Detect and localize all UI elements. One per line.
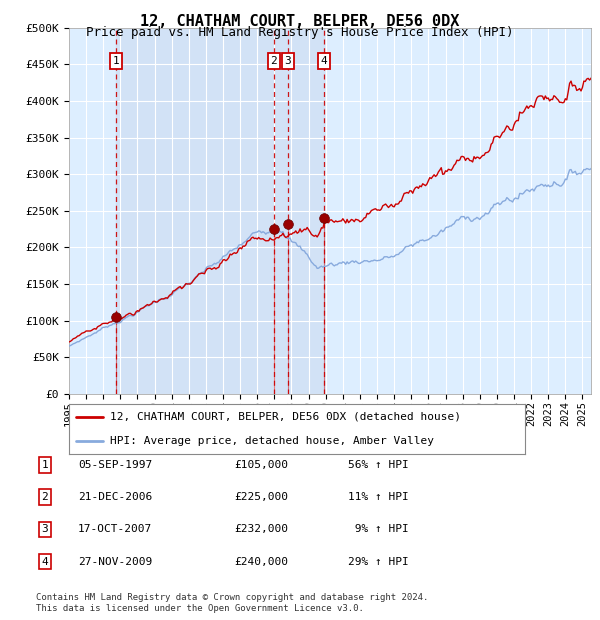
Text: 1: 1 <box>113 56 119 66</box>
Text: 21-DEC-2006: 21-DEC-2006 <box>78 492 152 502</box>
Text: £240,000: £240,000 <box>234 557 288 567</box>
Text: 9% ↑ HPI: 9% ↑ HPI <box>348 525 409 534</box>
Text: 1: 1 <box>41 460 49 470</box>
Text: HPI: Average price, detached house, Amber Valley: HPI: Average price, detached house, Ambe… <box>110 436 434 446</box>
Text: 4: 4 <box>321 56 328 66</box>
Text: £105,000: £105,000 <box>234 460 288 470</box>
Text: 29% ↑ HPI: 29% ↑ HPI <box>348 557 409 567</box>
Text: 3: 3 <box>41 525 49 534</box>
Text: 12, CHATHAM COURT, BELPER, DE56 0DX: 12, CHATHAM COURT, BELPER, DE56 0DX <box>140 14 460 29</box>
Text: 2: 2 <box>271 56 277 66</box>
Text: 56% ↑ HPI: 56% ↑ HPI <box>348 460 409 470</box>
Text: Contains HM Land Registry data © Crown copyright and database right 2024.
This d: Contains HM Land Registry data © Crown c… <box>36 593 428 613</box>
Bar <box>116 28 324 394</box>
Text: 4: 4 <box>41 557 49 567</box>
Text: Price paid vs. HM Land Registry's House Price Index (HPI): Price paid vs. HM Land Registry's House … <box>86 26 514 39</box>
Text: 11% ↑ HPI: 11% ↑ HPI <box>348 492 409 502</box>
Text: 17-OCT-2007: 17-OCT-2007 <box>78 525 152 534</box>
Text: 05-SEP-1997: 05-SEP-1997 <box>78 460 152 470</box>
Text: £232,000: £232,000 <box>234 525 288 534</box>
Text: 2: 2 <box>41 492 49 502</box>
Text: 3: 3 <box>284 56 292 66</box>
Text: 12, CHATHAM COURT, BELPER, DE56 0DX (detached house): 12, CHATHAM COURT, BELPER, DE56 0DX (det… <box>110 412 461 422</box>
Text: 27-NOV-2009: 27-NOV-2009 <box>78 557 152 567</box>
Text: £225,000: £225,000 <box>234 492 288 502</box>
